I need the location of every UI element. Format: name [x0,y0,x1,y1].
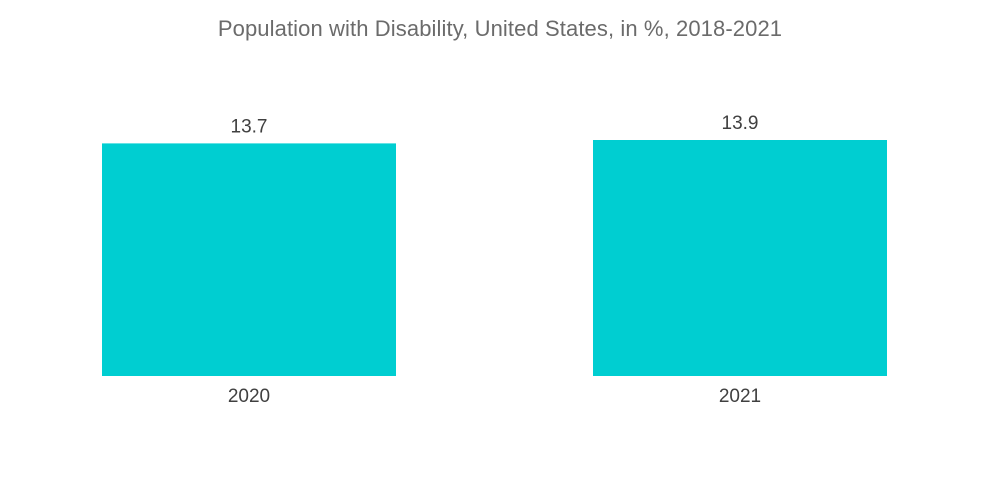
chart-title: Population with Disability, United State… [217,16,783,41]
value-label-2021: 13.9 [722,113,759,134]
value-label-2020: 13.7 [231,116,268,137]
bar-2020 [102,143,396,376]
bar-2021 [593,140,887,376]
x-tick-label-2020: 2020 [228,386,270,407]
x-tick-label-2021: 2021 [719,386,761,407]
